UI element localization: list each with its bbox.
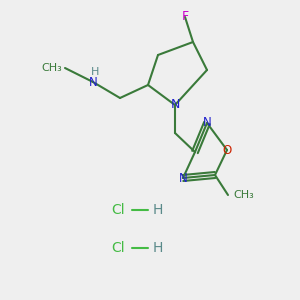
Text: CH₃: CH₃ <box>41 63 62 73</box>
Text: N: N <box>88 76 98 88</box>
Text: N: N <box>202 116 211 130</box>
Text: H: H <box>91 67 99 77</box>
Text: H: H <box>153 203 163 217</box>
Text: N: N <box>178 172 188 184</box>
Text: F: F <box>182 11 189 23</box>
Text: Cl: Cl <box>111 203 125 217</box>
Text: Cl: Cl <box>111 241 125 255</box>
Text: CH₃: CH₃ <box>233 190 254 200</box>
Text: H: H <box>153 241 163 255</box>
Text: N: N <box>170 98 180 112</box>
Text: O: O <box>222 143 232 157</box>
